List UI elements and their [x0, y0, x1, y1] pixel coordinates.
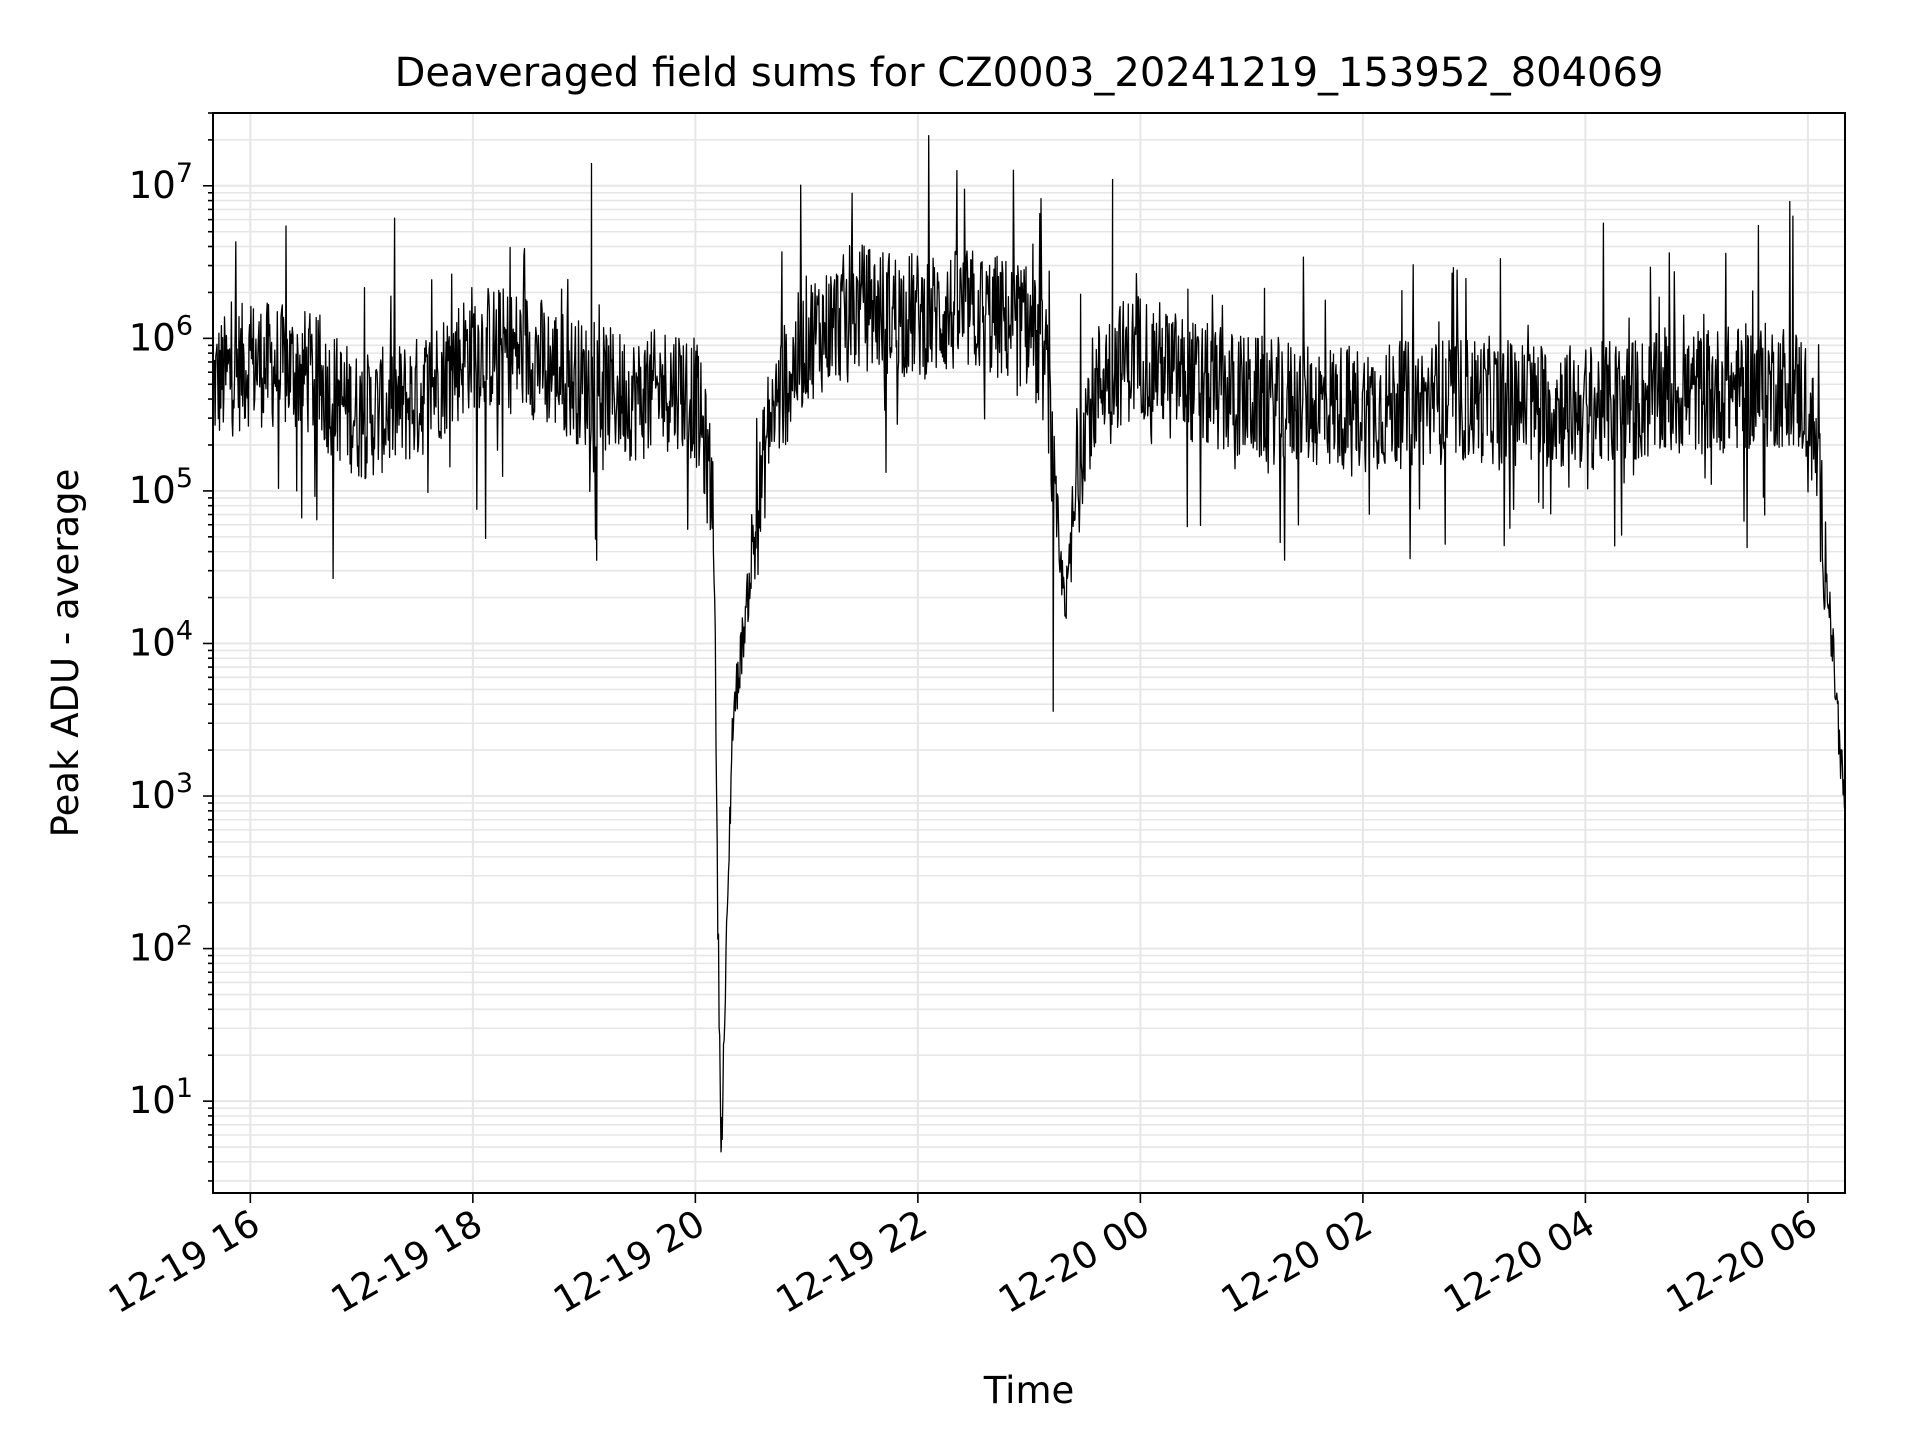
y-tick-label: 105 [129, 463, 193, 512]
y-tick-label: 107 [129, 158, 193, 207]
y-axis-label: Peak ADU - average [44, 469, 87, 838]
y-tick-label: 106 [129, 310, 193, 359]
series-layer [212, 134, 1846, 1153]
x-axis-label: Time [983, 1369, 1075, 1412]
y-tick-label: 103 [129, 768, 193, 817]
series-line [212, 134, 1846, 1153]
y-tick-label: 101 [129, 1073, 193, 1122]
plot-frame [212, 112, 1846, 1194]
chart-title: Deaveraged field sums for CZ0003_2024121… [395, 50, 1664, 96]
y-tick-label: 102 [129, 921, 193, 970]
y-axis: 101 102 103 104 105 106 107 [129, 112, 213, 1182]
y-tick-label: 104 [129, 615, 193, 664]
